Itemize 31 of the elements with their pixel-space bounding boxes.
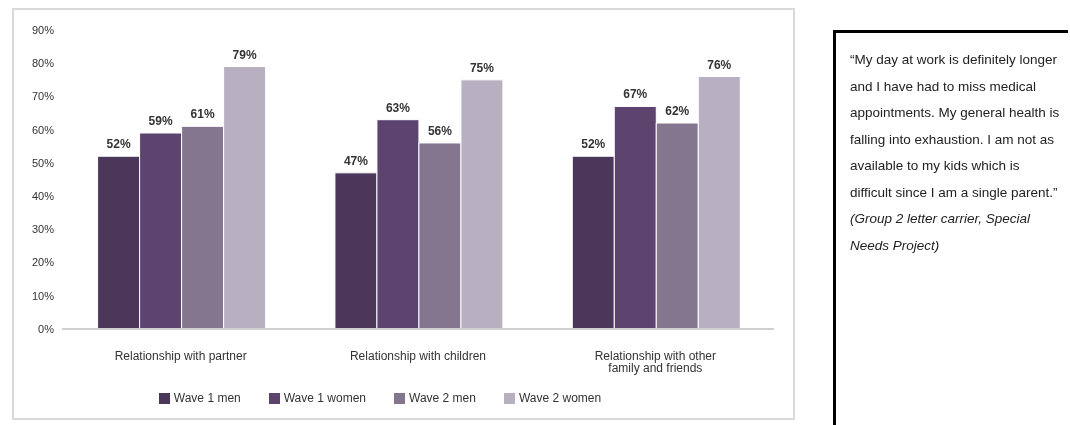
legend-label: Wave 2 men xyxy=(409,391,476,405)
y-tick-label: 70% xyxy=(31,90,55,103)
data-label: 76% xyxy=(707,57,732,72)
data-label: 56% xyxy=(427,123,453,138)
data-label: 67% xyxy=(623,87,648,102)
y-tick-label: 40% xyxy=(31,190,55,203)
y-tick-label: 80% xyxy=(31,57,55,70)
data-label: 52% xyxy=(106,137,131,152)
x-tick-label: Relationship with other family and friends xyxy=(594,348,717,375)
y-tick-label: 0% xyxy=(38,322,55,335)
y-tick-label: 10% xyxy=(31,289,55,302)
text: (Group 2 letter carrier, Special Needs Project) xyxy=(850,211,1031,253)
y-tick-label: 20% xyxy=(31,256,55,269)
text: “My day at work is definitely longer and I have had to miss medical appointments. My general health is falling into exhaustion. I am not as available to my kids which is difficult since I am a single parent.” xyxy=(850,52,1060,200)
y-tick-label: 50% xyxy=(31,156,55,169)
data-label: 79% xyxy=(232,47,257,62)
legend-label: Wave 2 women xyxy=(518,391,602,405)
data-label: 62% xyxy=(665,104,690,119)
legend-label: Wave 1 men xyxy=(173,391,241,405)
data-label: 47% xyxy=(343,153,369,168)
y-tick-label: 30% xyxy=(31,223,55,236)
y-tick-label: 60% xyxy=(31,123,55,136)
data-label: 52% xyxy=(581,137,606,152)
data-label: 75% xyxy=(469,60,495,75)
x-tick-label: Relationship with children xyxy=(349,348,487,363)
x-tick-label: Relationship with partner xyxy=(114,348,247,363)
data-label: 59% xyxy=(148,113,173,128)
data-label: 61% xyxy=(190,107,215,122)
legend-label: Wave 1 women xyxy=(283,391,366,405)
y-tick-label: 90% xyxy=(31,23,55,36)
data-label: 63% xyxy=(385,100,411,115)
